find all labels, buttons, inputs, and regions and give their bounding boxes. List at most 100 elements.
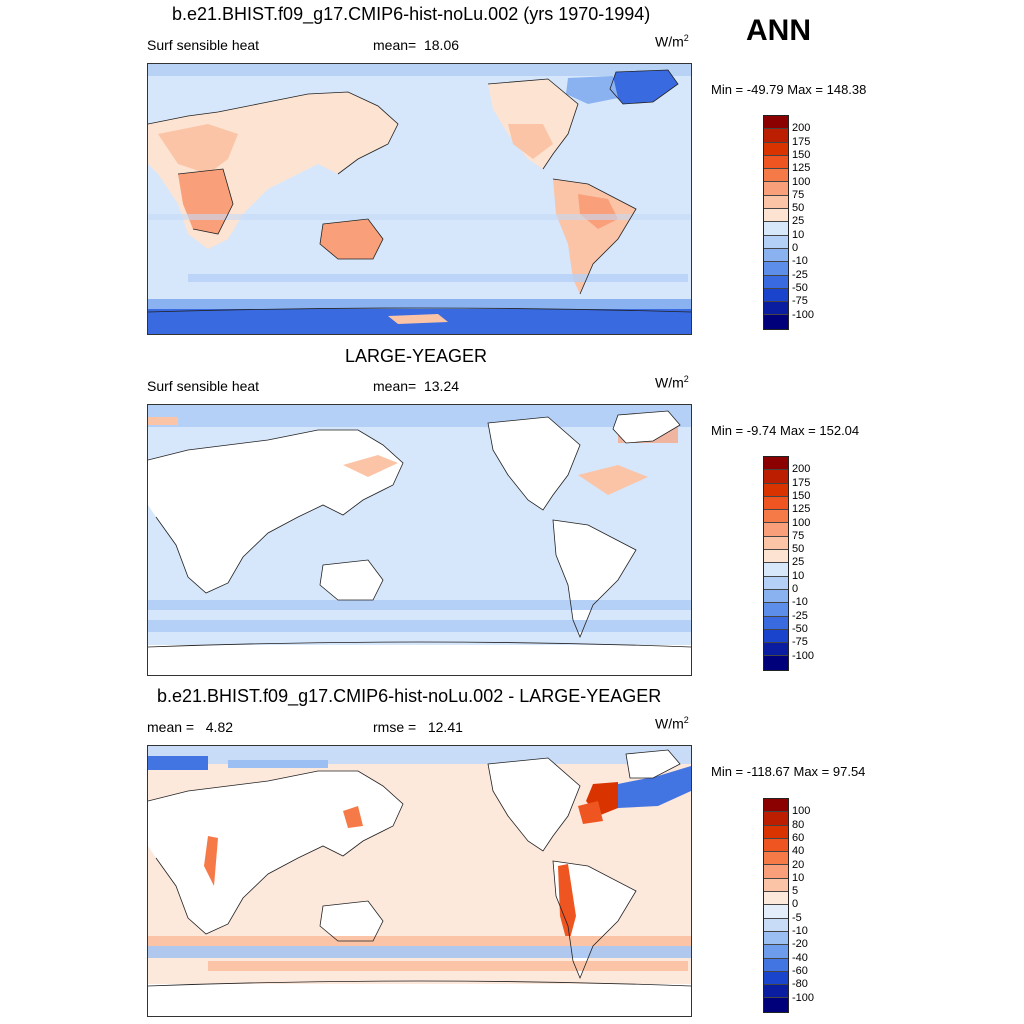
colorbar-label: 150 <box>792 148 811 161</box>
colorbar-swatch <box>764 470 788 484</box>
colorbar-swatch <box>764 209 788 223</box>
panel2-map <box>147 404 692 676</box>
panel2-title: LARGE-YEAGER <box>345 346 488 366</box>
colorbar-swatch <box>764 812 788 826</box>
colorbar-label: 125 <box>792 503 811 516</box>
colorbar-swatch <box>764 799 788 813</box>
colorbar-swatch <box>764 222 788 236</box>
colorbar-swatch <box>764 576 788 590</box>
colorbar-swatch <box>764 643 788 657</box>
colorbar-swatch <box>764 878 788 893</box>
panel1-units: W/m2 <box>655 33 689 50</box>
colorbar-label: 200 <box>792 463 811 476</box>
colorbar-label: -10 <box>792 255 808 268</box>
colorbar-label: -75 <box>792 295 808 308</box>
colorbar-swatch <box>764 302 788 316</box>
panel3-colorbar <box>763 798 789 1013</box>
colorbar-label: -100 <box>792 649 815 662</box>
colorbar-swatch <box>764 998 788 1012</box>
colorbar-label: 75 <box>792 188 805 201</box>
colorbar-swatch <box>764 182 788 196</box>
panel1-variable: Surf sensible heat <box>147 37 260 53</box>
colorbar-label: -25 <box>792 268 808 281</box>
colorbar-swatch <box>764 116 788 130</box>
colorbar-label: 0 <box>792 242 799 254</box>
colorbar-swatch <box>764 288 788 303</box>
colorbar-swatch <box>764 616 788 630</box>
panel3-min-max: Min = -118.67 Max = 97.54 <box>711 764 866 779</box>
colorbar-label: 100 <box>792 175 811 188</box>
colorbar-swatch <box>764 905 788 919</box>
colorbar-label: 10 <box>792 569 805 582</box>
colorbar-swatch <box>764 985 788 999</box>
colorbar-label: -25 <box>792 609 808 622</box>
panel2-min-max: Min = -9.74 Max = 152.04 <box>711 423 860 438</box>
colorbar-swatch <box>764 892 788 906</box>
colorbar-swatch <box>764 825 788 839</box>
colorbar-label: 10 <box>792 228 805 241</box>
colorbar-swatch <box>764 496 788 511</box>
colorbar-swatch <box>764 142 788 156</box>
colorbar-swatch <box>764 958 788 972</box>
colorbar-label: 150 <box>792 489 811 502</box>
colorbar-swatch <box>764 315 788 329</box>
colorbar-label: 40 <box>792 845 805 858</box>
colorbar-swatch <box>764 195 788 210</box>
colorbar-label: 0 <box>792 898 799 911</box>
colorbar-swatch <box>764 457 788 471</box>
colorbar-swatch <box>764 510 788 524</box>
panel1-min-max: Min = -49.79 Max = 148.38 <box>711 82 867 97</box>
colorbar-swatch <box>764 629 788 644</box>
colorbar-swatch <box>764 129 788 143</box>
panel3-units: W/m2 <box>655 715 689 732</box>
colorbar-label: 200 <box>792 122 811 135</box>
colorbar-label: -20 <box>792 938 808 951</box>
panel2-units: W/m2 <box>655 374 689 391</box>
colorbar-swatch <box>764 275 788 289</box>
colorbar-swatch <box>764 656 788 670</box>
colorbar-label: -75 <box>792 636 808 649</box>
panel3-map <box>147 745 692 1017</box>
colorbar-label: -5 <box>792 911 802 924</box>
colorbar-swatch <box>764 945 788 959</box>
colorbar-label: -10 <box>792 596 808 609</box>
colorbar-swatch <box>764 589 788 604</box>
main-title: b.e21.BHIST.f09_g17.CMIP6-hist-noLu.002 … <box>172 4 651 24</box>
colorbar-swatch <box>764 563 788 577</box>
panel1-mean: mean= 18.06 <box>373 37 460 53</box>
colorbar-label: 100 <box>792 805 811 818</box>
colorbar-label: -60 <box>792 964 808 977</box>
colorbar-swatch <box>764 155 788 170</box>
colorbar-swatch <box>764 483 788 497</box>
colorbar-swatch <box>764 865 788 879</box>
colorbar-label: 50 <box>792 202 805 215</box>
colorbar-label: 175 <box>792 135 811 148</box>
season-label: ANN <box>746 14 811 47</box>
colorbar-label: -10 <box>792 925 808 937</box>
colorbar-swatch <box>764 852 788 866</box>
colorbar-swatch <box>764 971 788 986</box>
panel2-colorbar <box>763 456 789 671</box>
colorbar-label: -100 <box>792 991 815 1004</box>
colorbar-label: -50 <box>792 281 808 294</box>
colorbar-label: 60 <box>792 831 805 844</box>
panel3-rmse: rmse = 12.41 <box>373 719 463 735</box>
colorbar-label: 5 <box>792 885 799 898</box>
colorbar-label: 10 <box>792 871 805 884</box>
colorbar-label: -100 <box>792 308 815 321</box>
colorbar-label: 25 <box>792 215 805 228</box>
colorbar-label: 25 <box>792 556 805 569</box>
panel3-title: b.e21.BHIST.f09_g17.CMIP6-hist-noLu.002 … <box>157 686 662 706</box>
colorbar-swatch <box>764 931 788 946</box>
colorbar-swatch <box>764 536 788 551</box>
colorbar-swatch <box>764 235 788 249</box>
colorbar-label: 100 <box>792 516 811 529</box>
colorbar-swatch <box>764 838 788 853</box>
colorbar-label: -40 <box>792 951 808 964</box>
panel2-mean: mean= 13.24 <box>373 378 460 394</box>
panel1-colorbar <box>763 115 789 330</box>
colorbar-label: -50 <box>792 622 808 635</box>
panel2-variable: Surf sensible heat <box>147 378 260 394</box>
colorbar-label: 80 <box>792 818 805 831</box>
colorbar-label: 20 <box>792 858 805 871</box>
